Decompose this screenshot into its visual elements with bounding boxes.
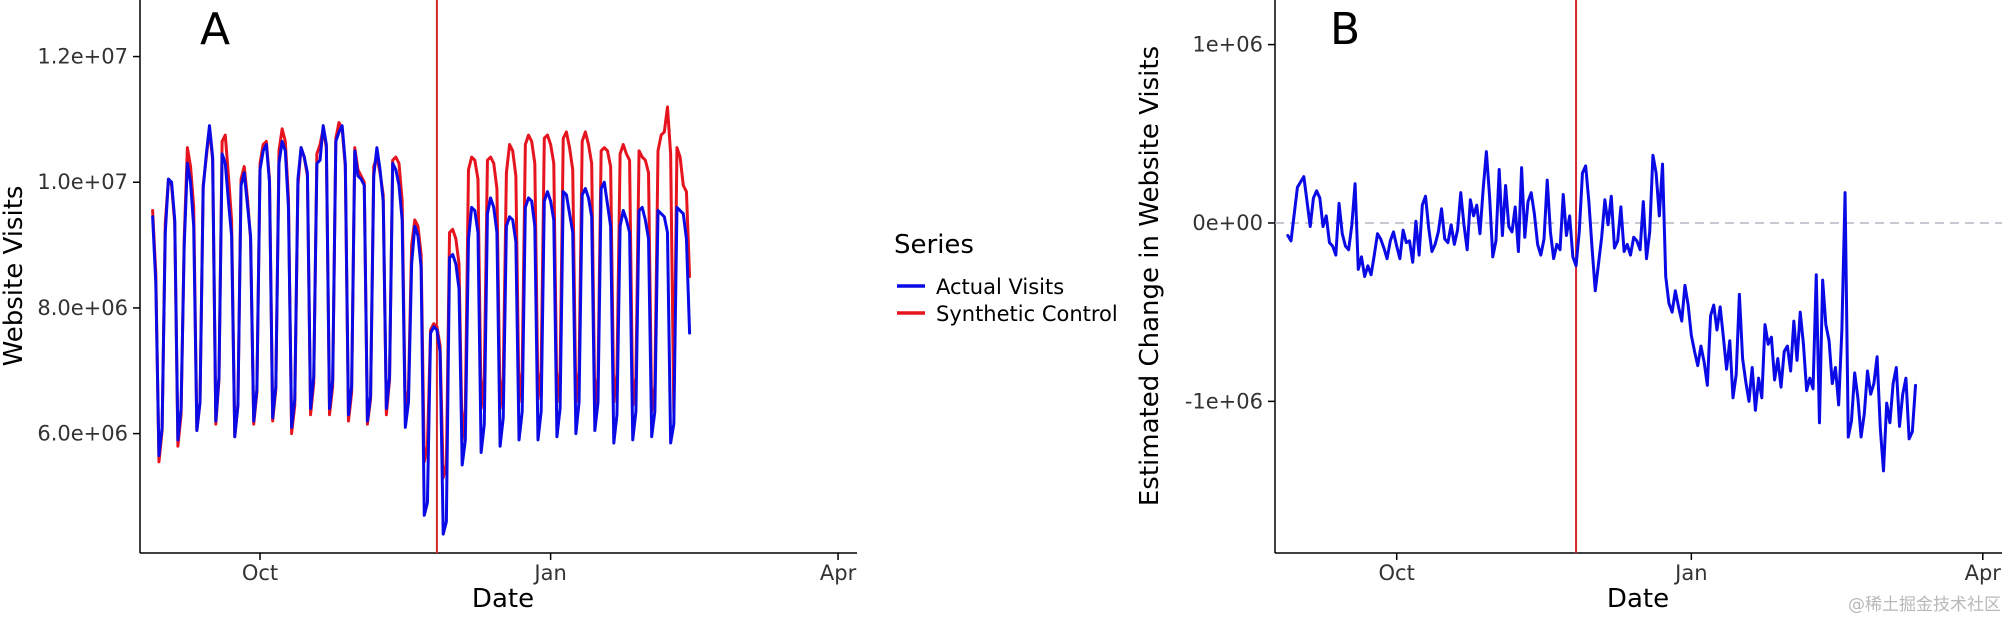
panel-b-y-axis-title: Estimated Change in Website Visits xyxy=(1135,46,1165,506)
panel-a-y-tick-label: 1.2e+07 xyxy=(37,45,128,69)
panel-b-y-tick-label: -1e+06 xyxy=(1185,389,1263,413)
panel-b-y-ticks: -1e+06 0e+00 1e+06 xyxy=(1185,33,1275,413)
panel-a-y-ticks: 6.0e+06 8.0e+06 1.0e+07 1.2e+07 xyxy=(37,45,140,446)
panel-b-y-tick-label: 0e+00 xyxy=(1192,211,1263,235)
panel-a-y-tick-label: 6.0e+06 xyxy=(37,422,128,446)
panel-a-x-tick-label: Apr xyxy=(820,561,857,585)
panel-a-x-ticks: Oct Jan Apr xyxy=(242,553,857,585)
panel-a-series-group xyxy=(151,105,692,536)
panel-a-y-axis-title: Website Visits xyxy=(0,186,29,367)
legend-label-actual-visits: Actual Visits xyxy=(936,275,1064,299)
panel-a-x-tick-label: Oct xyxy=(242,561,278,585)
panel-b-series-line-estimated-change xyxy=(1286,150,1918,473)
panel-a-y-tick-label: 1.0e+07 xyxy=(37,170,128,194)
panel-a-x-axis-title: Date xyxy=(472,584,534,614)
panel-a-y-tick-label: 8.0e+06 xyxy=(37,296,128,320)
panel-a-x-tick-label: Jan xyxy=(532,561,566,585)
panel-b-x-tick-label: Apr xyxy=(1965,561,2002,585)
panel-b-series-group xyxy=(1286,150,1918,473)
legend-label-synthetic-control: Synthetic Control xyxy=(936,302,1118,326)
panel-b-x-ticks: Oct Jan Apr xyxy=(1379,553,2002,585)
panel-b-x-axis-title: Date xyxy=(1607,584,1669,614)
legend: Series Actual Visits Synthetic Control xyxy=(894,230,1118,326)
panel-b-chart: -1e+06 0e+00 1e+06 Oct Jan Apr B Date Estima… xyxy=(1135,0,2002,614)
panel-a-tag: A xyxy=(200,4,230,55)
panel-a-chart: 6.0e+06 8.0e+06 1.0e+07 1.2e+07 Oct Jan Apr A… xyxy=(0,0,857,614)
watermark-text: @稀土掘金技术社区 xyxy=(1848,595,2001,615)
panel-a-series-line-actual-visits xyxy=(151,124,692,536)
panel-b-x-tick-label: Jan xyxy=(1673,561,1707,585)
panel-b-y-tick-label: 1e+06 xyxy=(1192,33,1263,57)
legend-title: Series xyxy=(894,230,974,260)
panel-b-x-tick-label: Oct xyxy=(1379,561,1415,585)
panel-b-tag: B xyxy=(1330,4,1360,55)
